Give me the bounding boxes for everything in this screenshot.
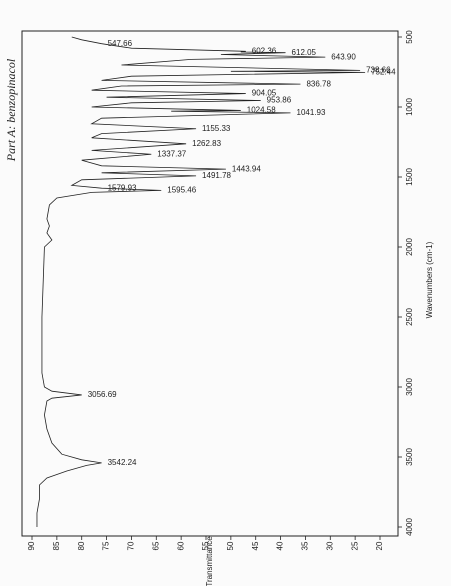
y-tick-label: 70 [127, 541, 136, 550]
peak-label: 836.78 [306, 79, 331, 88]
x-tick-label: 500 [405, 30, 414, 44]
peak-label: 643.90 [331, 52, 356, 61]
y-tick-label: 50 [226, 541, 235, 550]
plot-frame [21, 30, 399, 537]
peak-label: 752.44 [371, 67, 396, 76]
y-tick-label: 35 [301, 541, 310, 550]
peak-label: 602.36 [252, 46, 277, 55]
peak-label: 612.05 [292, 48, 317, 57]
y-tick-label: 20 [375, 541, 384, 550]
peak-label: 1443.94 [232, 164, 261, 173]
y-axis-title: %Transmittance [205, 536, 214, 586]
x-axis-title: Wavenumbers (cm-1) [425, 241, 434, 318]
peak-label: 1337.37 [157, 149, 186, 158]
peak-label: 1262.83 [192, 139, 221, 148]
peak-label: 1579.93 [108, 183, 137, 192]
y-tick-label: 30 [325, 541, 334, 550]
x-tick-label: 3500 [405, 448, 414, 466]
y-tick-label: 55 [201, 541, 210, 550]
peak-label: 738.66 [366, 66, 391, 75]
y-tick-label: 40 [276, 541, 285, 550]
peak-label: 1024.58 [247, 106, 276, 115]
rotated-plot: Wavenumbers (cm-1) %Transmittance Part A… [4, 30, 434, 586]
handwritten-note: Part A: benzopinacol [4, 58, 18, 162]
x-tick-label: 3000 [405, 378, 414, 396]
peak-label: 953.86 [267, 96, 292, 105]
x-tick-label: 2500 [405, 308, 414, 326]
y-tick-label: 75 [102, 541, 111, 550]
peak-label: 904.05 [252, 89, 277, 98]
peak-label: 1491.78 [202, 171, 231, 180]
peak-label: 3542.24 [108, 458, 137, 467]
peak-label: 1041.93 [297, 108, 326, 117]
y-tick-label: 90 [27, 541, 36, 550]
y-tick-label: 45 [251, 541, 260, 550]
x-tick-label: 1000 [405, 98, 414, 116]
x-tick-label: 1500 [405, 168, 414, 186]
peak-label: 1155.33 [202, 124, 231, 133]
spectrum-line [36, 36, 366, 527]
x-tick-label: 2000 [405, 238, 414, 256]
y-tick-label: 80 [77, 541, 86, 550]
y-tick-label: 60 [176, 541, 185, 550]
x-tick-label: 4000 [405, 518, 414, 536]
peak-label: 3056.69 [88, 390, 117, 399]
y-tick-label: 65 [151, 541, 160, 550]
peak-label: 547.66 [108, 39, 133, 48]
y-tick-label: 25 [350, 541, 359, 550]
peak-label: 1595.46 [167, 185, 196, 194]
y-tick-label: 85 [52, 541, 61, 550]
